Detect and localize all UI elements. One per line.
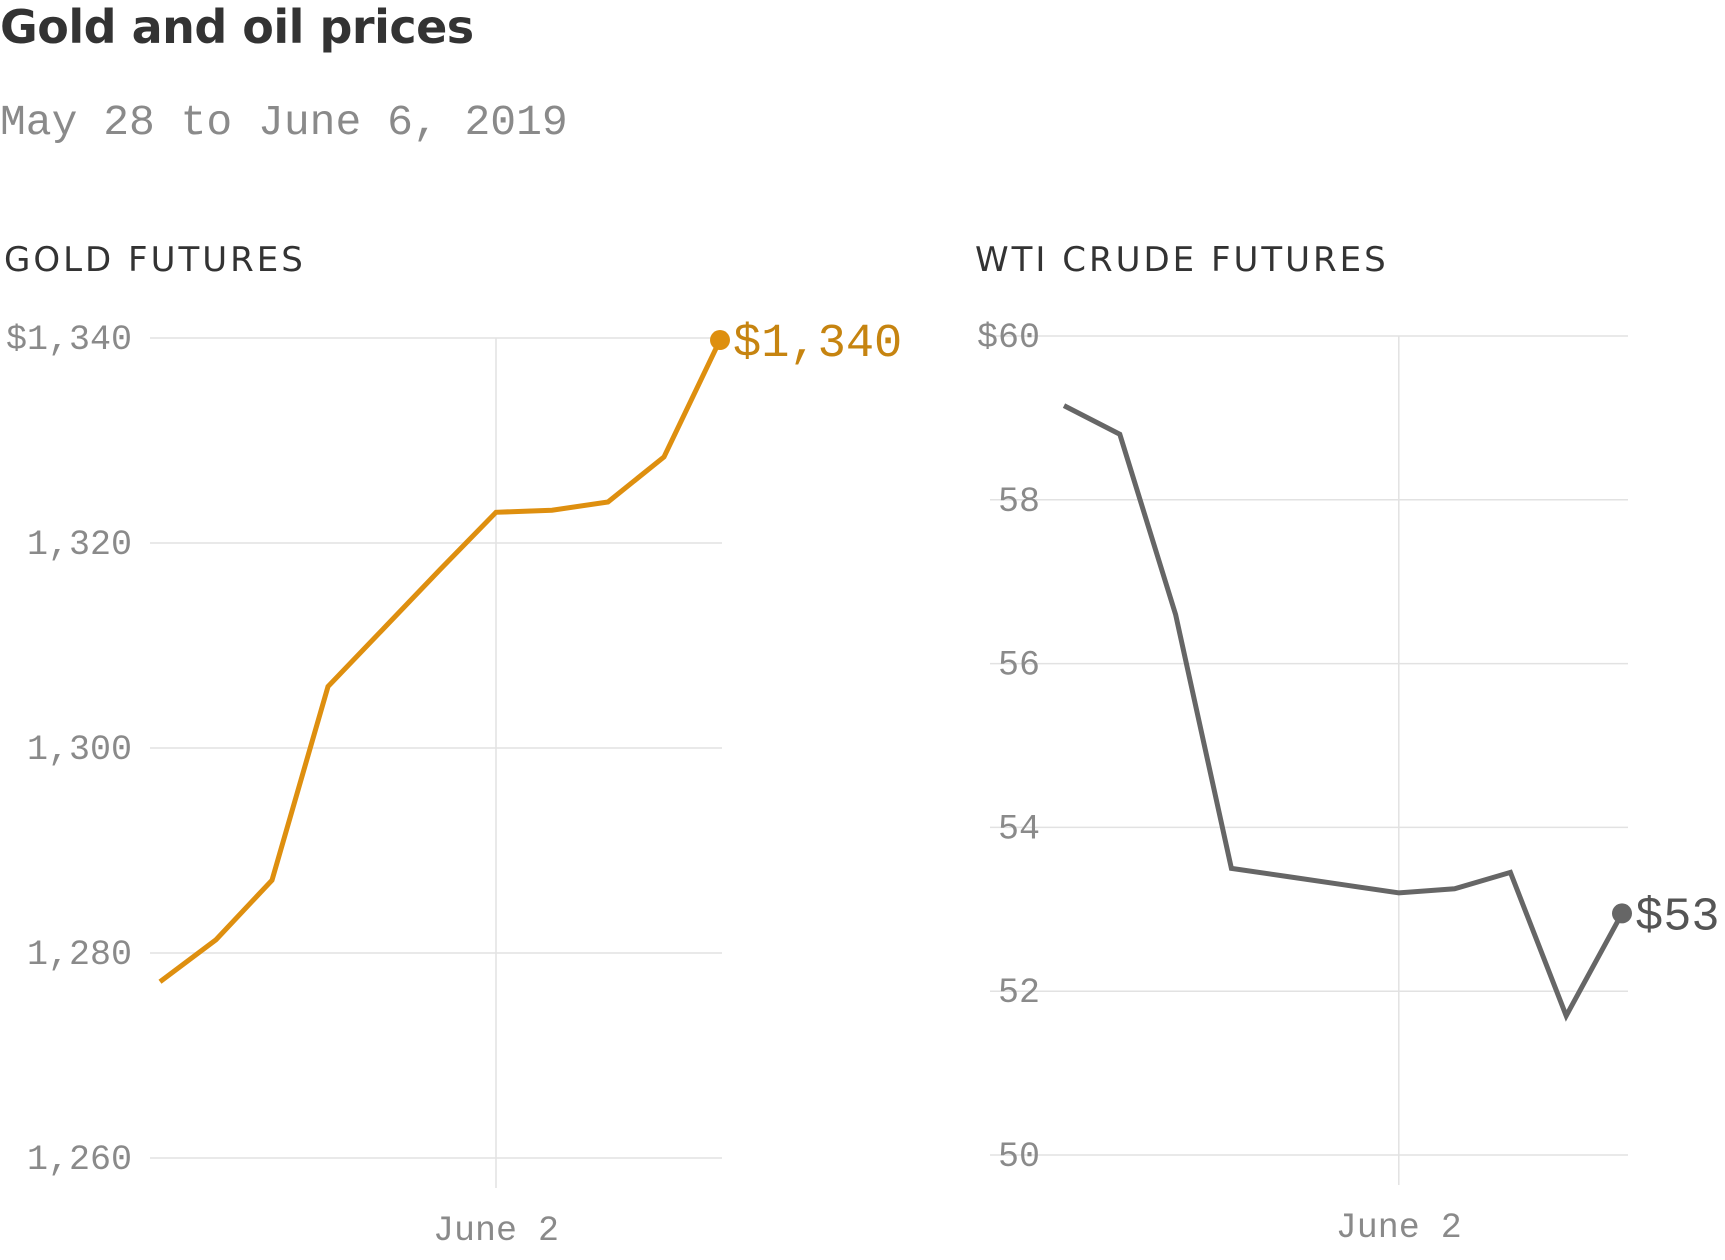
oil-y-tick-label: 54	[998, 809, 1040, 849]
gold-y-tick-label: $1,340	[6, 320, 132, 360]
oil-y-tick-label: 52	[998, 973, 1040, 1013]
gold-x-tick-label: June 2	[433, 1211, 559, 1251]
oil-x-tick-label: June 2	[1336, 1208, 1462, 1248]
oil-y-tick-label: 56	[998, 646, 1040, 686]
oil-y-tick-label: 50	[998, 1137, 1040, 1177]
oil-end-label: $53	[1635, 891, 1720, 944]
gold-y-tick-label: 1,260	[27, 1140, 132, 1180]
oil-series-line	[1062, 403, 1625, 1022]
oil-panel-title: WTI CRUDE FUTURES	[975, 240, 1389, 280]
chart-subtitle: May 28 to June 6, 2019	[0, 98, 568, 147]
oil-y-tick-label: $60	[977, 318, 1040, 358]
gold-panel-title: GOLD FUTURES	[4, 240, 306, 280]
gold-end-label: $1,340	[733, 318, 902, 371]
gold-y-tick-label: 1,320	[27, 525, 132, 565]
oil-y-tick-label: 58	[998, 482, 1040, 522]
gold-y-tick-label: 1,280	[27, 935, 132, 975]
oil-end-point	[1612, 903, 1632, 924]
gold-chart: 1,260 1,280 1,300 1,320 $1,340 June 2 $1,340	[6, 318, 902, 1251]
gold-y-tick-label: 1,300	[27, 730, 132, 770]
gold-series-line	[158, 339, 723, 984]
chart-title: Gold and oil prices	[0, 0, 474, 54]
gold-end-point	[710, 330, 730, 351]
oil-chart: 50 52 54 56 58 $60 June 2 $53	[977, 318, 1720, 1248]
